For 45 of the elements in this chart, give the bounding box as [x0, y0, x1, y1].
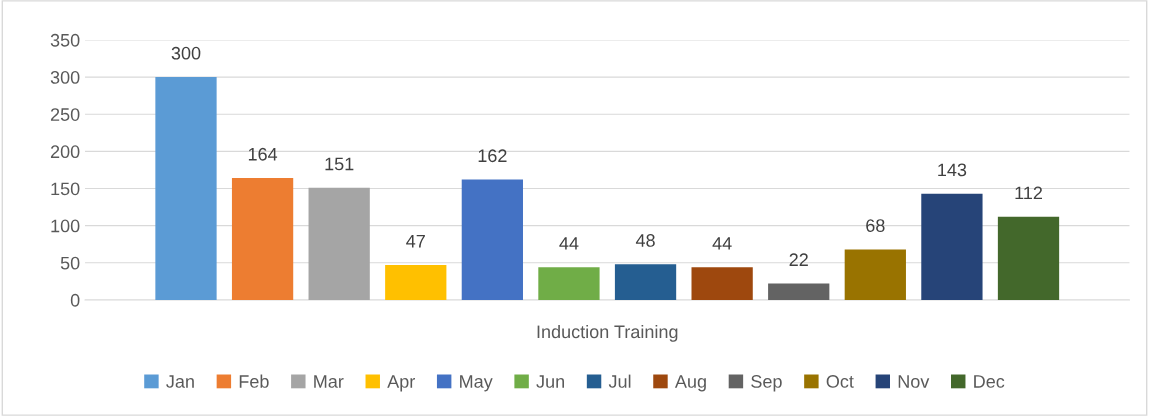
bar — [921, 193, 983, 300]
y-tick-label: 250 — [50, 108, 80, 121]
bar — [155, 77, 217, 300]
data-label: 300 — [171, 46, 201, 60]
legend-label: May — [460, 375, 493, 392]
bar — [461, 179, 523, 300]
data-label: 143 — [938, 163, 967, 177]
legend-label: Jul — [608, 374, 631, 388]
y-tick-label: 50 — [60, 256, 80, 270]
legend-label: Nov — [898, 375, 930, 388]
legend-label: Oct — [826, 375, 854, 388]
y-tick-label: 300 — [50, 71, 80, 84]
data-label: 22 — [789, 253, 808, 266]
y-tick-label: 0 — [70, 293, 80, 307]
bar — [844, 249, 906, 300]
bar — [538, 267, 600, 300]
bar — [997, 216, 1060, 300]
data-label: 68 — [866, 219, 885, 232]
bar — [691, 267, 753, 300]
y-tick-label: 350 — [50, 33, 80, 47]
legend-label: Sep — [751, 375, 782, 392]
data-label: 151 — [325, 157, 354, 171]
bar — [614, 264, 677, 300]
y-tick-label: 100 — [51, 219, 80, 233]
legend-label: Jun — [536, 375, 564, 388]
data-label: 162 — [478, 149, 507, 163]
data-label: 112 — [1015, 186, 1042, 200]
legend-label: Aug — [674, 375, 706, 392]
bar — [231, 178, 294, 300]
data-label: 44 — [559, 237, 579, 250]
legend-label: Feb — [239, 374, 269, 388]
legend-label: Apr — [387, 375, 415, 392]
legend-label: Dec — [974, 375, 1005, 388]
data-label: 44 — [712, 237, 732, 250]
legend-label: Mar — [314, 375, 344, 388]
data-label: 47 — [406, 234, 425, 248]
x-tick-label: Induction Training — [537, 324, 678, 342]
legend-label: Jan — [166, 375, 194, 388]
bar — [768, 283, 830, 300]
y-tick-label: 150 — [51, 182, 80, 196]
bar — [308, 187, 370, 300]
bar — [385, 265, 447, 300]
data-label: 48 — [635, 234, 655, 247]
data-label: 164 — [248, 147, 278, 161]
y-tick-label: 200 — [50, 145, 80, 159]
